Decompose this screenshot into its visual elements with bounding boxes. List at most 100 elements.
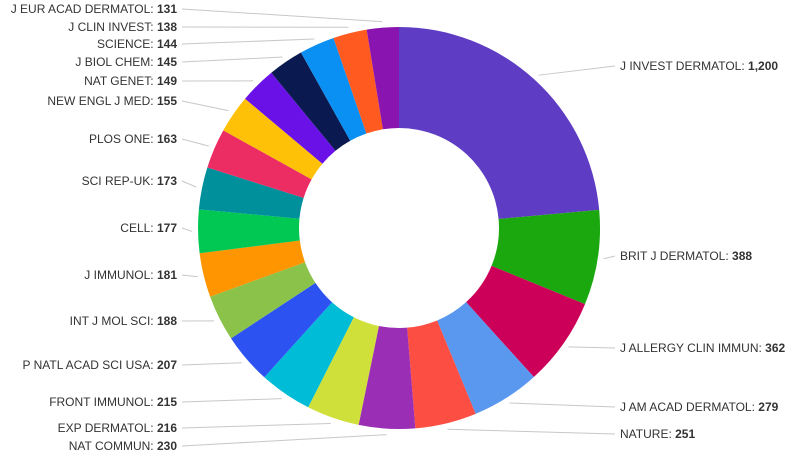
leader-line-j-biol-chem [181, 56, 283, 63]
leader-line-exp-dermatol [181, 422, 331, 429]
slice-label-value: 388 [732, 249, 752, 263]
slice-label-j-biol-chem: J BIOL CHEM: 145 [75, 55, 177, 69]
slice-label-name: PLOS ONE: [89, 132, 157, 146]
leader-line-new-engl-j-med [181, 100, 229, 112]
slice-label-name: P NATL ACAD SCI USA: [22, 358, 156, 372]
slice-science[interactable] [300, 37, 367, 141]
leader-line-front-immunol [181, 398, 282, 403]
slice-brit-j-dermatol[interactable] [491, 209, 600, 305]
slice-label-name: SCIENCE: [97, 37, 157, 51]
slice-label-p-natl-acad-sci-usa: P NATL ACAD SCI USA: 207 [22, 358, 177, 372]
slice-p-natl-acad-sci-usa[interactable] [231, 282, 333, 378]
slice-nature[interactable] [407, 320, 476, 429]
slice-label-value: 230 [157, 439, 177, 453]
slice-label-name: J CLIN INVEST: [68, 20, 157, 34]
slice-label-j-allergy-clin-immun: J ALLERGY CLIN IMMUN: 362 [620, 341, 786, 355]
leader-line-j-immunol [181, 274, 198, 278]
slice-label-value: 173 [157, 174, 177, 188]
slice-label-science: SCIENCE: 144 [97, 37, 177, 51]
slice-label-value: 1,200 [748, 59, 778, 73]
slice-label-j-am-acad-dermatol: J AM ACAD DERMATOL: 279 [620, 400, 779, 414]
leader-line-j-am-acad-dermatol [509, 402, 616, 408]
slice-label-value: 362 [765, 341, 785, 355]
slice-label-value: 177 [157, 221, 177, 235]
slice-j-clin-invest[interactable] [333, 29, 383, 134]
leader-line-plos-one [181, 138, 210, 147]
slice-j-invest-dermatol[interactable] [399, 27, 600, 220]
slice-cell[interactable] [198, 209, 300, 254]
slice-j-allergy-clin-immun[interactable] [466, 265, 586, 378]
leader-line-brit-j-dermatol [603, 255, 616, 260]
slice-label-value: 215 [157, 395, 177, 409]
slice-label-sci-rep-uk: SCI REP-UK: 173 [82, 174, 178, 188]
slices-group [198, 27, 600, 429]
slice-label-j-eur-acad-dermatol: J EUR ACAD DERMATOL: 131 [11, 2, 178, 16]
leader-line-sci-rep-uk [181, 180, 197, 188]
labels-group: J INVEST DERMATOL: 1,200 BRIT J DERMATOL:… [11, 2, 786, 453]
slice-label-nature: NATURE: 251 [620, 427, 695, 441]
slice-label-value: 251 [675, 427, 695, 441]
slice-label-name: J AM ACAD DERMATOL: [620, 400, 758, 414]
slice-label-value: 216 [157, 421, 177, 435]
leader-line-j-allergy-clin-immun [568, 346, 616, 349]
slice-label-nat-genet: NAT GENET: 149 [84, 74, 177, 88]
slice-j-biol-chem[interactable] [271, 52, 351, 151]
slice-label-nat-commun: NAT COMMUN: 230 [69, 439, 178, 453]
slice-label-value: 163 [157, 132, 177, 146]
slice-nat-commun[interactable] [358, 325, 416, 429]
slice-nat-genet[interactable] [245, 72, 336, 164]
slice-label-int-j-mol-sci: INT J MOL SCI: 188 [70, 314, 178, 328]
slice-plos-one[interactable] [207, 130, 312, 198]
slice-j-am-acad-dermatol[interactable] [437, 302, 534, 414]
slice-label-name: FRONT IMMUNOL: [49, 395, 157, 409]
leader-line-cell [181, 227, 193, 232]
slice-label-name: J EUR ACAD DERMATOL: [11, 2, 157, 16]
slice-label-value: 207 [157, 358, 177, 372]
slice-label-plos-one: PLOS ONE: 163 [89, 132, 177, 146]
slice-int-j-mol-sci[interactable] [210, 262, 316, 339]
slice-label-name: J BIOL CHEM: [75, 55, 157, 69]
slice-label-j-immunol: J IMMUNOL: 181 [84, 268, 177, 282]
leader-line-science [181, 38, 315, 45]
slice-label-new-engl-j-med: NEW ENGL J MED: 155 [47, 94, 177, 108]
slice-label-front-immunol: FRONT IMMUNOL: 215 [49, 395, 177, 409]
slice-label-name: SCI REP-UK: [82, 174, 157, 188]
leader-line-nature [447, 428, 616, 435]
slice-label-name: J ALLERGY CLIN IMMUN: [620, 341, 765, 355]
slice-label-name: NAT COMMUN: [69, 439, 157, 453]
slice-sci-rep-uk[interactable] [198, 167, 304, 219]
slice-new-engl-j-med[interactable] [223, 98, 323, 180]
slice-label-cell: CELL: 177 [120, 221, 177, 235]
slice-label-value: 131 [157, 2, 177, 16]
slice-label-value: 144 [157, 37, 177, 51]
slice-label-name: BRIT J DERMATOL: [620, 249, 732, 263]
slice-label-value: 188 [157, 314, 177, 328]
slice-label-value: 155 [157, 94, 177, 108]
leader-line-nat-commun [181, 434, 387, 447]
leader-line-p-natl-acad-sci-usa [181, 362, 242, 366]
slice-j-immunol[interactable] [199, 240, 306, 297]
slice-label-brit-j-dermatol: BRIT J DERMATOL: 388 [620, 249, 752, 263]
leader-lines-group [181, 8, 616, 447]
slice-label-value: 279 [758, 400, 778, 414]
slice-front-immunol[interactable] [264, 302, 354, 408]
slice-label-name: J INVEST DERMATOL: [620, 59, 748, 73]
slice-label-j-invest-dermatol: J INVEST DERMATOL: 1,200 [620, 59, 778, 73]
slice-label-name: NATURE: [620, 427, 675, 441]
leader-line-j-invest-dermatol [538, 65, 616, 76]
slice-label-value: 145 [157, 55, 177, 69]
slice-label-value: 149 [157, 74, 177, 88]
slice-label-exp-dermatol: EXP DERMATOL: 216 [58, 421, 178, 435]
slice-exp-dermatol[interactable] [308, 317, 379, 425]
slice-label-name: NEW ENGL J MED: [47, 94, 157, 108]
slice-label-name: CELL: [120, 221, 157, 235]
slice-label-value: 138 [157, 20, 177, 34]
slice-j-eur-acad-dermatol[interactable] [366, 27, 399, 130]
slice-label-value: 181 [157, 268, 177, 282]
slice-label-j-clin-invest: J CLIN INVEST: 138 [68, 20, 177, 34]
leader-line-j-eur-acad-dermatol [181, 8, 383, 23]
slice-label-name: J IMMUNOL: [84, 268, 157, 282]
slice-label-name: EXP DERMATOL: [58, 421, 157, 435]
slice-label-name: INT J MOL SCI: [70, 314, 157, 328]
